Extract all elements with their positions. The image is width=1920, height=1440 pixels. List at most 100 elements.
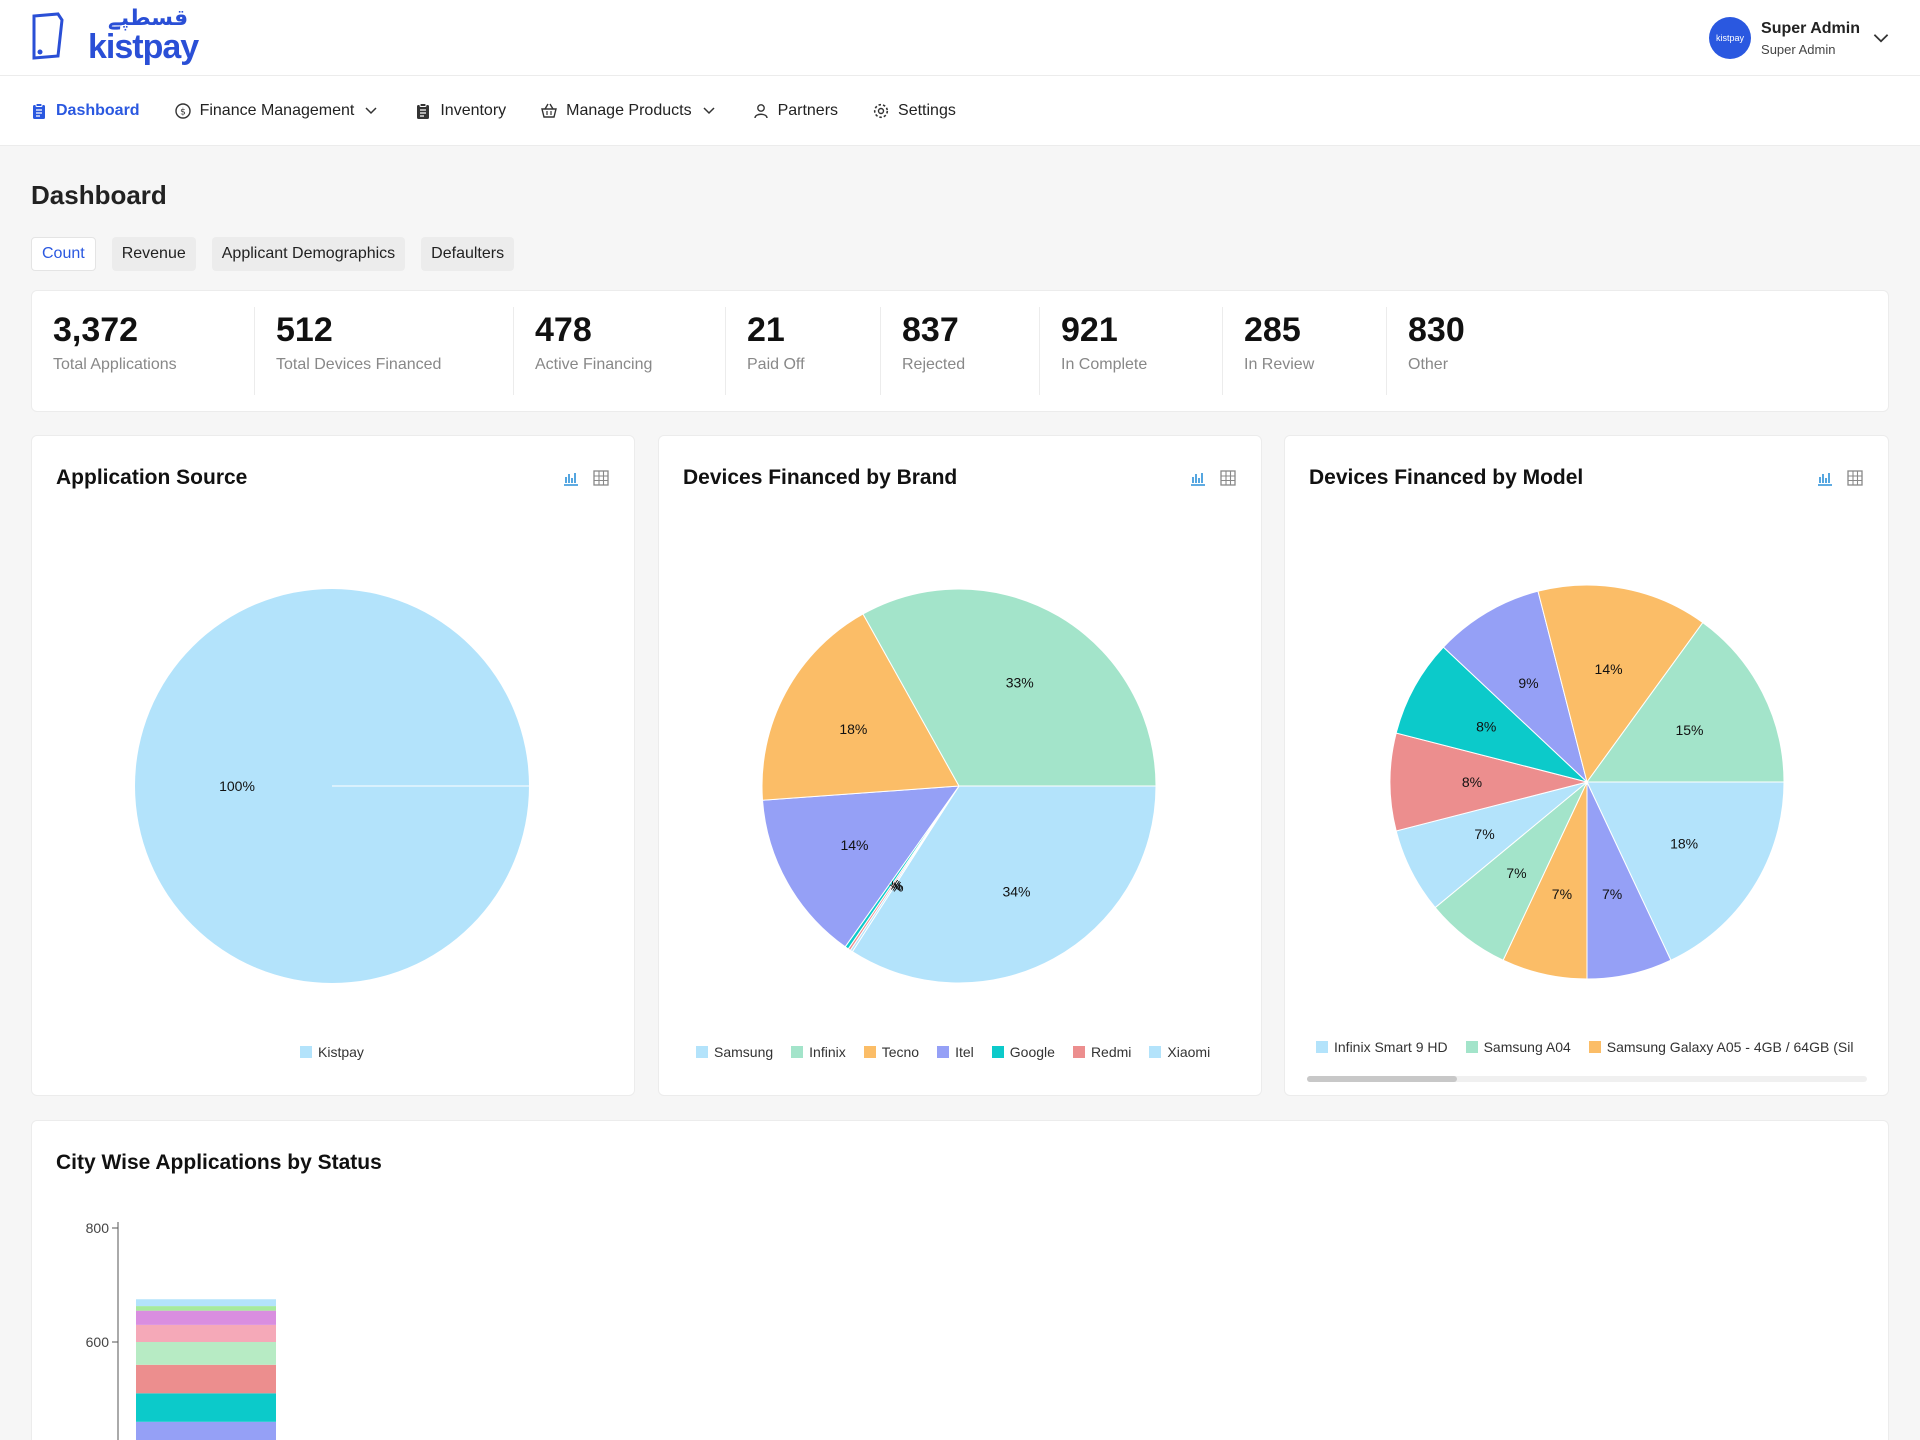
legend-source: Kistpay <box>300 1044 364 1060</box>
pie-slice[interactable] <box>1586 781 1785 961</box>
pie-slice-label: 7% <box>1552 886 1572 902</box>
pie-slice-label: 100% <box>219 778 255 794</box>
bar-segment[interactable] <box>136 1421 276 1440</box>
pie-slice[interactable] <box>1442 590 1588 784</box>
stat-paid-off: 21 Paid Off <box>726 307 881 395</box>
legend-item[interactable]: Samsung A04 <box>1465 1039 1571 1055</box>
legend-item-label: Samsung A04 <box>1483 1039 1571 1055</box>
bar-chart-icon[interactable] <box>1189 469 1207 487</box>
nav-manage-products[interactable]: Manage Products <box>540 102 717 120</box>
legend-item[interactable]: Kistpay <box>300 1044 364 1060</box>
stat-label: Other <box>1408 356 1449 373</box>
pie-slice-label: 9% <box>1518 675 1538 691</box>
legend-scrollbar[interactable] <box>1307 1076 1867 1082</box>
stat-value: 830 <box>1408 311 1465 349</box>
bar-segment[interactable] <box>136 1342 276 1365</box>
bar-segment[interactable] <box>136 1299 276 1307</box>
legend-item[interactable]: Infinix <box>791 1044 846 1060</box>
pie-slice-label: 15% <box>1675 722 1703 738</box>
legend-item-label: Tecno <box>881 1044 920 1060</box>
stat-active-financing: 478 Active Financing <box>514 307 726 395</box>
user-menu[interactable]: kistpay Super Admin Super Admin <box>1709 16 1892 60</box>
tab-revenue[interactable]: Revenue <box>111 237 196 271</box>
bar-segment[interactable] <box>136 1306 276 1311</box>
logo-text: kistpay <box>88 28 199 66</box>
kistpay-logo[interactable]: قسطپے kistpay <box>28 6 199 66</box>
stat-total-devices-financed: 512 Total Devices Financed <box>255 307 514 395</box>
dollar-circle-icon: $ <box>174 102 191 119</box>
legend-item[interactable]: Xiaomi <box>1149 1044 1210 1060</box>
bar-chart-city: 800 600 <box>86 1220 276 1440</box>
nav-partners[interactable]: Partners <box>752 102 838 120</box>
pie-slice[interactable] <box>851 785 1157 984</box>
svg-text:$: $ <box>180 107 186 117</box>
pie-slice[interactable] <box>761 785 961 948</box>
pie-slice-label: 8% <box>1462 774 1482 790</box>
bar-segment[interactable] <box>136 1364 276 1394</box>
card-devices-by-model: Devices Financed by Model 18% 7% 7% 7% 7% 8% 8… <box>1284 435 1889 1096</box>
pie-slice-label: 34% <box>1002 883 1030 899</box>
legend-item-label: Google <box>1009 1044 1055 1060</box>
nav-inventory[interactable]: Inventory <box>414 102 506 120</box>
stat-label: Paid Off <box>747 356 805 373</box>
pie-slice[interactable] <box>761 613 960 801</box>
stat-value: 837 <box>902 311 959 349</box>
legend-item[interactable]: Redmi <box>1072 1044 1131 1060</box>
bar-segment[interactable] <box>136 1310 276 1325</box>
stat-value: 478 <box>535 311 592 349</box>
legend-item-label: Infinix <box>809 1044 846 1060</box>
legend-item-label: Kistpay <box>318 1044 364 1060</box>
pie-slice-label: 18% <box>1670 836 1698 852</box>
pie-slice-label: 14% <box>1595 661 1623 677</box>
bar-chart-icon[interactable] <box>1816 469 1834 487</box>
pie-chart-model: 18% 7% 7% 7% 7% 8% 8% 9% 14% 15% <box>1389 584 1785 980</box>
legend-item-label: Samsung <box>714 1044 774 1060</box>
tab-defaulters[interactable]: Defaulters <box>421 237 515 271</box>
pie-slice[interactable] <box>1537 584 1704 784</box>
logo-mark-icon <box>32 12 64 60</box>
top-bar: قسطپے kistpay kistpay Super Admin Super … <box>0 0 1920 76</box>
legend-item[interactable]: Infinix Smart 9 HD <box>1316 1039 1448 1055</box>
stat-total-applications: 3,372 Total Applications <box>32 307 255 395</box>
card-city-wise: City Wise Applications by Status 800 600 <box>31 1120 1889 1440</box>
bar-segment[interactable] <box>136 1324 276 1342</box>
nav-manage-products-label: Manage Products <box>566 101 692 119</box>
legend-item[interactable]: Samsung <box>696 1044 773 1060</box>
card-application-source: Application Source 100% Kistpay <box>31 435 635 1096</box>
basket-icon <box>541 103 558 118</box>
table-icon[interactable] <box>1219 469 1237 487</box>
card-devices-by-brand: Devices Financed by Brand 34% 0% 0% 0% 14% 18… <box>658 435 1262 1096</box>
pie-slice[interactable] <box>1395 646 1588 783</box>
legend-brand: Samsung Infinix Tecno Itel Google Redmi … <box>696 1044 1210 1060</box>
legend-item[interactable]: Samsung Galaxy A05 - 4GB / 64GB (Sil <box>1588 1039 1853 1055</box>
nav-settings-label: Settings <box>898 101 956 119</box>
nav-settings[interactable]: Settings <box>872 102 956 120</box>
chevron-down-icon <box>703 106 715 114</box>
tab-applicant-demographics[interactable]: Applicant Demographics <box>211 237 406 271</box>
stat-value: 921 <box>1061 311 1118 349</box>
pie-slice-label: 33% <box>1006 675 1034 691</box>
pie-slice[interactable] <box>1586 621 1785 783</box>
nav-dashboard[interactable]: Dashboard <box>30 102 140 120</box>
table-icon[interactable] <box>592 469 610 487</box>
legend-item[interactable]: Tecno <box>863 1044 920 1060</box>
clipboard-list-icon <box>417 102 430 119</box>
pie-slice-label: 7% <box>1602 886 1622 902</box>
pie-slice[interactable] <box>1389 732 1588 832</box>
stat-other: 830 Other <box>1387 307 1587 395</box>
legend-scrollbar-thumb[interactable] <box>1307 1076 1457 1082</box>
nav-finance-management[interactable]: $ Finance Management <box>174 102 381 120</box>
bar-chart-icon[interactable] <box>562 469 580 487</box>
legend-model: Infinix Smart 9 HD Samsung A04 Samsung G… <box>1316 1039 1853 1055</box>
legend-item[interactable]: Google <box>991 1044 1055 1060</box>
tab-count[interactable]: Count <box>31 237 96 271</box>
chevron-down-icon[interactable] <box>1870 27 1892 49</box>
stat-label: Rejected <box>902 356 966 373</box>
bar-segment[interactable] <box>136 1393 276 1422</box>
pie-slice[interactable] <box>862 588 1157 787</box>
table-icon[interactable] <box>1846 469 1864 487</box>
dashboard-tabs: Count Revenue Applicant Demographics Def… <box>31 237 515 271</box>
pie-chart-source: 100% <box>135 589 529 983</box>
card-title: City Wise Applications by Status <box>56 1151 382 1174</box>
legend-item[interactable]: Itel <box>937 1044 974 1060</box>
